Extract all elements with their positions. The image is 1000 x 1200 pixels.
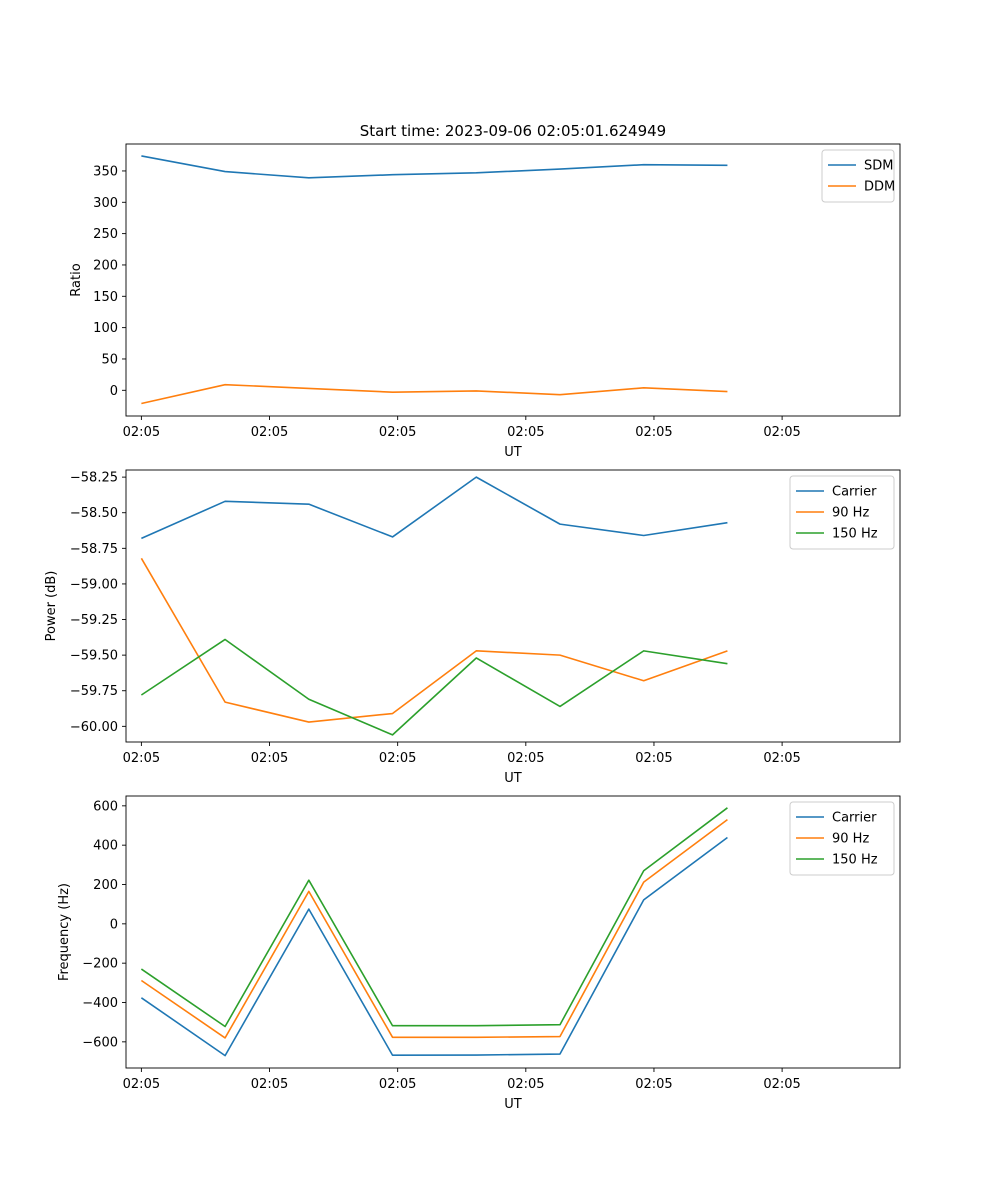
y-tick-label: 200 (93, 258, 118, 273)
legend: Carrier 90 Hz 150 Hz (789, 801, 895, 876)
series-group (141, 155, 728, 405)
y-tick-label: −58.75 (70, 542, 118, 557)
legend-label: DDM (864, 180, 895, 195)
legend-label: 90 Hz (832, 832, 869, 847)
frequency-panel: 02:05 02:05 02:05 02:05 02:05 02:05 −600 −400 −2… (57, 795, 901, 1112)
y-tick-label: −59.25 (70, 613, 118, 628)
y-axis-label: Ratio (69, 263, 84, 296)
x-tick-label: 02:05 (123, 425, 160, 440)
x-axis-label: UT (504, 445, 522, 460)
x-tick-label: 02:05 (123, 751, 160, 766)
ratio-panel: 02:05 02:05 02:05 02:05 02:05 02:05 0 50 100 150 2… (69, 143, 901, 460)
y-tick-label: 300 (93, 196, 118, 211)
y-tick-label: 100 (93, 321, 118, 336)
series-line-150-hz (140, 638, 728, 736)
y-tick-label: −60.00 (70, 720, 118, 735)
y-tick-label: −200 (82, 957, 118, 972)
y-tick-label: 0 (110, 917, 118, 932)
y-tick-label: 150 (93, 290, 118, 305)
x-tick-label: 02:05 (507, 1077, 544, 1092)
series-line-carrier (140, 836, 728, 1057)
legend-box (821, 149, 895, 203)
x-tick-label: 02:05 (763, 425, 800, 440)
y-tick-label: −59.50 (70, 649, 118, 664)
legend-label: SDM (864, 159, 893, 174)
x-tick-label: 02:05 (251, 1077, 288, 1092)
x-tick-label: 02:05 (379, 425, 416, 440)
legend-label: 90 Hz (832, 506, 869, 521)
legend-label: 150 Hz (832, 527, 878, 542)
figure-title: Start time: 2023-09-06 02:05:01.624949 (360, 122, 666, 140)
x-tick-label: 02:05 (507, 751, 544, 766)
y-tick-label: −400 (82, 996, 118, 1011)
legend-box (789, 475, 895, 550)
series-line-150-hz (140, 807, 728, 1028)
legend-label: Carrier (832, 811, 877, 826)
plot-frame (125, 143, 901, 417)
series-line-90-hz (140, 557, 728, 723)
x-tick-label: 02:05 (763, 1077, 800, 1092)
y-tick-label: 350 (93, 164, 118, 179)
series-line-ddm (141, 383, 728, 405)
x-tick-label: 02:05 (763, 751, 800, 766)
series-group (140, 476, 728, 736)
y-tick-label: 0 (110, 384, 118, 399)
legend-label: Carrier (832, 485, 877, 500)
y-tick-label: 250 (93, 227, 118, 242)
plot-frame (125, 795, 901, 1069)
x-axis-label: UT (504, 1097, 522, 1112)
legend-label: 150 Hz (832, 853, 878, 868)
y-tick-label: 600 (93, 799, 118, 814)
legend: Carrier 90 Hz 150 Hz (789, 475, 895, 550)
x-tick-label: 02:05 (251, 751, 288, 766)
y-tick-label: −58.25 (70, 471, 118, 486)
x-tick-label: 02:05 (123, 1077, 160, 1092)
y-axis-label: Frequency (Hz) (57, 883, 72, 981)
x-tick-label: 02:05 (379, 751, 416, 766)
series-line-carrier (141, 476, 728, 540)
series-group (140, 807, 728, 1057)
y-tick-label: −59.75 (70, 684, 118, 699)
legend: SDM DDM (821, 149, 895, 203)
y-tick-label: −59.00 (70, 577, 118, 592)
legend-box (789, 801, 895, 876)
y-tick-label: 200 (93, 878, 118, 893)
plot-frame (125, 469, 901, 743)
x-axis-label: UT (504, 771, 522, 786)
x-tick-label: 02:05 (635, 751, 672, 766)
series-line-90-hz (140, 818, 728, 1039)
x-tick-label: 02:05 (251, 425, 288, 440)
series-line-sdm (141, 155, 728, 179)
power-panel: 02:05 02:05 02:05 02:05 02:05 02:05 −60.00 −59.… (44, 469, 901, 786)
x-tick-label: 02:05 (635, 1077, 672, 1092)
y-tick-label: 50 (101, 352, 118, 367)
y-tick-label: 400 (93, 839, 118, 854)
y-tick-label: −58.50 (70, 506, 118, 521)
x-tick-label: 02:05 (379, 1077, 416, 1092)
y-tick-label: −600 (82, 1035, 118, 1050)
x-tick-label: 02:05 (507, 425, 544, 440)
x-tick-label: 02:05 (635, 425, 672, 440)
y-axis-label: Power (dB) (44, 571, 59, 642)
